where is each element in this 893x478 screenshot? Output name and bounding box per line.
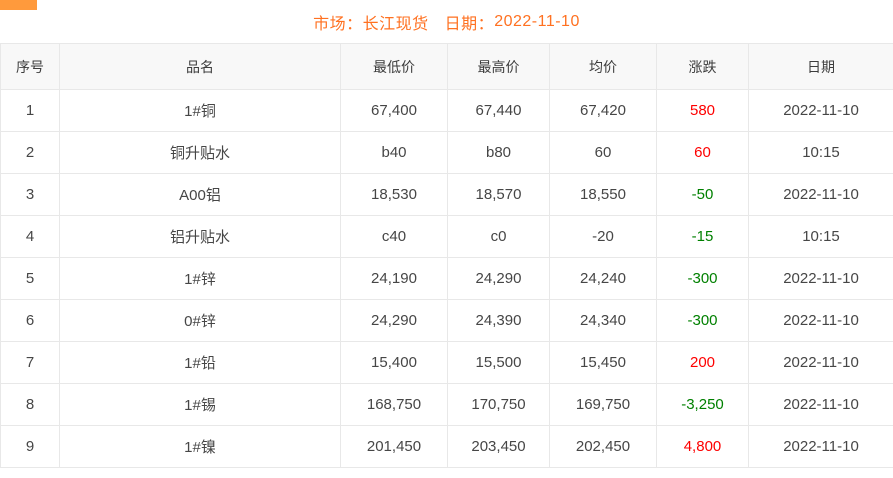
cell-date: 2022-11-10 — [748, 341, 893, 384]
cell-avg: 18,550 — [549, 173, 657, 216]
cell-date: 2022-11-10 — [748, 257, 893, 300]
cell-date: 10:15 — [748, 215, 893, 258]
cell-avg: 67,420 — [549, 89, 657, 132]
table-row: 2 铜升贴水 b40 b80 60 60 10:15 — [0, 131, 893, 174]
page-title: 市场： 长江现货 日期： 2022-11-10 — [0, 0, 893, 43]
cell-high: 203,450 — [447, 425, 550, 468]
cell-low: 168,750 — [340, 383, 448, 426]
cell-no: 4 — [0, 215, 60, 258]
cell-no: 9 — [0, 425, 60, 468]
cell-change: -15 — [656, 215, 749, 258]
cell-low: 201,450 — [340, 425, 448, 468]
header-cell-low: 最低价 — [340, 43, 448, 90]
cell-name: 1#锡 — [59, 383, 341, 426]
cell-name: A00铝 — [59, 173, 341, 216]
cell-date: 2022-11-10 — [748, 425, 893, 468]
cell-high: b80 — [447, 131, 550, 174]
cell-low: 18,530 — [340, 173, 448, 216]
cell-name: 1#铅 — [59, 341, 341, 384]
cell-no: 7 — [0, 341, 60, 384]
cell-no: 6 — [0, 299, 60, 342]
cell-no: 2 — [0, 131, 60, 174]
cell-name: 1#锌 — [59, 257, 341, 300]
market-label: 市场： — [313, 15, 363, 33]
cell-date: 10:15 — [748, 131, 893, 174]
header-cell-avg: 均价 — [549, 43, 657, 90]
cell-no: 1 — [0, 89, 60, 132]
cell-no: 5 — [0, 257, 60, 300]
cell-date: 2022-11-10 — [748, 89, 893, 132]
table-row: 3 A00铝 18,530 18,570 18,550 -50 2022-11-… — [0, 173, 893, 216]
cell-change: -3,250 — [656, 383, 749, 426]
cell-low: 24,190 — [340, 257, 448, 300]
cell-low: 67,400 — [340, 89, 448, 132]
table-row: 4 铝升贴水 c40 c0 -20 -15 10:15 — [0, 215, 893, 258]
header-cell-name: 品名 — [59, 43, 341, 90]
market-value: 长江现货 — [362, 15, 429, 33]
table-row: 7 1#铅 15,400 15,500 15,450 200 2022-11-1… — [0, 341, 893, 384]
cell-avg: 169,750 — [549, 383, 657, 426]
cell-avg: 24,240 — [549, 257, 657, 300]
header-cell-change: 涨跌 — [656, 43, 749, 90]
table-header-row: 序号 品名 最低价 最高价 均价 涨跌 日期 — [0, 43, 893, 90]
cell-low: 24,290 — [340, 299, 448, 342]
cell-high: 15,500 — [447, 341, 550, 384]
cell-change: 4,800 — [656, 425, 749, 468]
table-row: 9 1#镍 201,450 203,450 202,450 4,800 2022… — [0, 425, 893, 468]
cell-high: 170,750 — [447, 383, 550, 426]
cell-name: 0#锌 — [59, 299, 341, 342]
table-row: 5 1#锌 24,190 24,290 24,240 -300 2022-11-… — [0, 257, 893, 300]
cell-avg: 60 — [549, 131, 657, 174]
cell-avg: -20 — [549, 215, 657, 258]
table-row: 1 1#铜 67,400 67,440 67,420 580 2022-11-1… — [0, 89, 893, 132]
cell-low: 15,400 — [340, 341, 448, 384]
cell-high: 24,290 — [447, 257, 550, 300]
cell-date: 2022-11-10 — [748, 173, 893, 216]
cell-change: 200 — [656, 341, 749, 384]
cell-date: 2022-11-10 — [748, 299, 893, 342]
corner-accent-mark — [0, 0, 37, 10]
cell-avg: 24,340 — [549, 299, 657, 342]
cell-avg: 15,450 — [549, 341, 657, 384]
cell-low: c40 — [340, 215, 448, 258]
cell-avg: 202,450 — [549, 425, 657, 468]
date-label: 日期： — [444, 15, 495, 33]
price-table: 序号 品名 最低价 最高价 均价 涨跌 日期 1 1#铜 67,400 67,4… — [0, 43, 893, 468]
cell-low: b40 — [340, 131, 448, 174]
cell-change: 60 — [656, 131, 749, 174]
cell-name: 铝升贴水 — [59, 215, 341, 258]
cell-date: 2022-11-10 — [748, 383, 893, 426]
cell-high: 24,390 — [447, 299, 550, 342]
header-cell-date: 日期 — [748, 43, 893, 90]
cell-high: 18,570 — [447, 173, 550, 216]
price-table-body: 1 1#铜 67,400 67,440 67,420 580 2022-11-1… — [0, 89, 893, 468]
cell-no: 3 — [0, 173, 60, 216]
cell-change: -50 — [656, 173, 749, 216]
cell-change: -300 — [656, 299, 749, 342]
header-cell-no: 序号 — [0, 43, 60, 90]
cell-change: 580 — [656, 89, 749, 132]
cell-no: 8 — [0, 383, 60, 426]
date-value: 2022-11-10 — [494, 12, 580, 30]
table-row: 6 0#锌 24,290 24,390 24,340 -300 2022-11-… — [0, 299, 893, 342]
cell-high: c0 — [447, 215, 550, 258]
cell-change: -300 — [656, 257, 749, 300]
cell-name: 1#镍 — [59, 425, 341, 468]
cell-name: 铜升贴水 — [59, 131, 341, 174]
cell-high: 67,440 — [447, 89, 550, 132]
table-row: 8 1#锡 168,750 170,750 169,750 -3,250 202… — [0, 383, 893, 426]
header-cell-high: 最高价 — [447, 43, 550, 90]
cell-name: 1#铜 — [59, 89, 341, 132]
